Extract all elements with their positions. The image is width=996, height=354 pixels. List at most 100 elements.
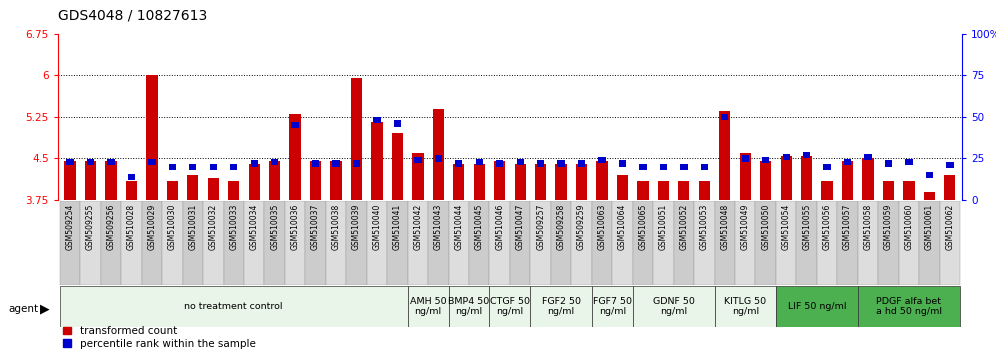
- Bar: [719, 111, 730, 200]
- Text: no treatment control: no treatment control: [184, 302, 283, 311]
- Text: GDS4048 / 10827613: GDS4048 / 10827613: [58, 9, 207, 23]
- Text: GSM510030: GSM510030: [168, 204, 177, 250]
- Bar: [944, 175, 955, 200]
- Text: LIF 50 ng/ml: LIF 50 ng/ml: [788, 302, 847, 311]
- Bar: [60, 286, 407, 327]
- Bar: [517, 159, 524, 165]
- Bar: [919, 201, 939, 285]
- Bar: [822, 181, 833, 200]
- Bar: [148, 159, 155, 165]
- Text: GSM510040: GSM510040: [373, 204, 381, 250]
- Bar: [742, 155, 749, 161]
- Bar: [393, 120, 401, 127]
- Bar: [326, 201, 347, 285]
- Bar: [925, 172, 933, 178]
- Text: GSM509257: GSM509257: [536, 204, 545, 250]
- Text: GSM510046: GSM510046: [495, 204, 504, 250]
- Text: agent: agent: [8, 304, 38, 314]
- Bar: [721, 114, 728, 120]
- Bar: [414, 157, 421, 163]
- Bar: [166, 181, 178, 200]
- Bar: [905, 159, 912, 165]
- Bar: [510, 201, 531, 285]
- Bar: [619, 160, 626, 167]
- Bar: [556, 164, 567, 200]
- Text: GSM510056: GSM510056: [823, 204, 832, 250]
- Bar: [844, 159, 852, 165]
- Bar: [428, 201, 448, 285]
- Bar: [776, 201, 797, 285]
- Bar: [391, 133, 403, 200]
- Bar: [632, 286, 714, 327]
- Bar: [407, 286, 448, 327]
- Bar: [310, 161, 321, 200]
- Bar: [576, 164, 588, 200]
- Bar: [903, 181, 914, 200]
- Text: GSM510034: GSM510034: [250, 204, 259, 250]
- Bar: [351, 78, 363, 200]
- Bar: [122, 201, 141, 285]
- Bar: [865, 154, 872, 160]
- Bar: [781, 156, 792, 200]
- Bar: [489, 201, 510, 285]
- Bar: [817, 201, 838, 285]
- Bar: [331, 161, 342, 200]
- Text: GSM510053: GSM510053: [700, 204, 709, 250]
- Bar: [106, 161, 117, 200]
- Bar: [551, 201, 572, 285]
- Bar: [858, 201, 878, 285]
- Bar: [372, 122, 382, 200]
- Bar: [694, 201, 714, 285]
- Text: GSM510035: GSM510035: [270, 204, 279, 250]
- Bar: [700, 164, 708, 170]
- Bar: [269, 161, 280, 200]
- Text: GSM509258: GSM509258: [557, 204, 566, 250]
- Bar: [87, 159, 95, 165]
- Text: GSM510048: GSM510048: [720, 204, 729, 250]
- Text: GSM510054: GSM510054: [782, 204, 791, 250]
- Bar: [162, 201, 182, 285]
- Bar: [699, 181, 710, 200]
- Text: GSM510050: GSM510050: [761, 204, 770, 250]
- Bar: [182, 201, 203, 285]
- Bar: [659, 164, 667, 170]
- Bar: [714, 286, 776, 327]
- Text: GSM510049: GSM510049: [741, 204, 750, 250]
- Bar: [884, 160, 892, 167]
- Bar: [776, 286, 858, 327]
- Bar: [448, 286, 489, 327]
- Bar: [474, 164, 485, 200]
- Bar: [673, 201, 694, 285]
- Text: GSM510061: GSM510061: [925, 204, 934, 250]
- Text: GSM510047: GSM510047: [516, 204, 525, 250]
- Bar: [125, 181, 137, 200]
- Bar: [209, 164, 217, 170]
- Text: ▶: ▶: [40, 302, 50, 315]
- Bar: [476, 159, 483, 165]
- Text: GSM510059: GSM510059: [884, 204, 893, 250]
- Text: GSM510058: GSM510058: [864, 204, 872, 250]
- Bar: [735, 201, 756, 285]
- Text: GSM510039: GSM510039: [352, 204, 361, 250]
- Bar: [558, 160, 565, 167]
- Bar: [374, 117, 380, 123]
- Bar: [756, 201, 776, 285]
- Text: BMP4 50
ng/ml: BMP4 50 ng/ml: [448, 297, 490, 316]
- Bar: [637, 181, 648, 200]
- Text: GSM510045: GSM510045: [475, 204, 484, 250]
- Text: PDGF alfa bet
a hd 50 ng/ml: PDGF alfa bet a hd 50 ng/ml: [875, 297, 942, 316]
- Bar: [842, 161, 854, 200]
- Text: GSM510055: GSM510055: [802, 204, 811, 250]
- Text: GSM510038: GSM510038: [332, 204, 341, 250]
- Text: GSM510062: GSM510062: [945, 204, 954, 250]
- Bar: [939, 201, 960, 285]
- Bar: [803, 152, 811, 158]
- Bar: [653, 201, 673, 285]
- Text: GSM510064: GSM510064: [618, 204, 627, 250]
- Bar: [453, 164, 464, 200]
- Bar: [228, 181, 239, 200]
- Bar: [223, 201, 244, 285]
- Text: GSM510044: GSM510044: [454, 204, 463, 250]
- Bar: [494, 161, 505, 200]
- Text: GSM509254: GSM509254: [66, 204, 75, 250]
